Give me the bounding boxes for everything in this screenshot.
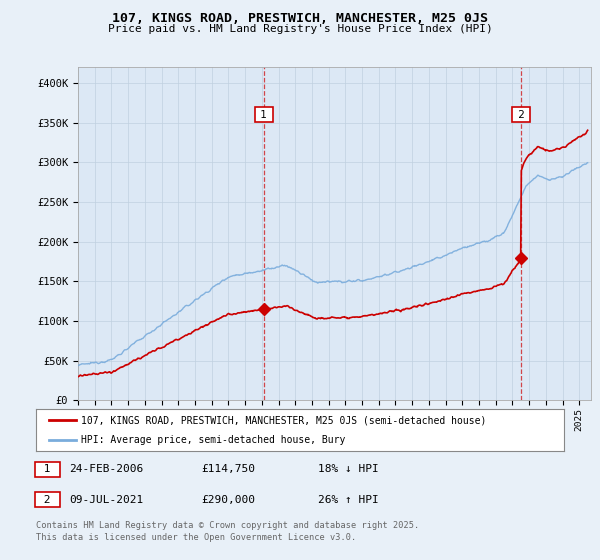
Text: 1: 1 bbox=[37, 464, 58, 474]
Text: 107, KINGS ROAD, PRESTWICH, MANCHESTER, M25 0JS: 107, KINGS ROAD, PRESTWICH, MANCHESTER, … bbox=[112, 12, 488, 25]
Text: 2: 2 bbox=[515, 110, 528, 120]
Text: HPI: Average price, semi-detached house, Bury: HPI: Average price, semi-detached house,… bbox=[81, 435, 345, 445]
Text: 2: 2 bbox=[37, 494, 58, 505]
Text: £290,000: £290,000 bbox=[201, 494, 255, 505]
Text: Price paid vs. HM Land Registry's House Price Index (HPI): Price paid vs. HM Land Registry's House … bbox=[107, 24, 493, 34]
Text: 09-JUL-2021: 09-JUL-2021 bbox=[69, 494, 143, 505]
Text: 107, KINGS ROAD, PRESTWICH, MANCHESTER, M25 0JS (semi-detached house): 107, KINGS ROAD, PRESTWICH, MANCHESTER, … bbox=[81, 415, 486, 425]
Text: 1: 1 bbox=[257, 110, 271, 120]
Text: Contains HM Land Registry data © Crown copyright and database right 2025.
This d: Contains HM Land Registry data © Crown c… bbox=[36, 521, 419, 542]
Text: 24-FEB-2006: 24-FEB-2006 bbox=[69, 464, 143, 474]
Text: 26% ↑ HPI: 26% ↑ HPI bbox=[318, 494, 379, 505]
Text: £114,750: £114,750 bbox=[201, 464, 255, 474]
Text: 18% ↓ HPI: 18% ↓ HPI bbox=[318, 464, 379, 474]
